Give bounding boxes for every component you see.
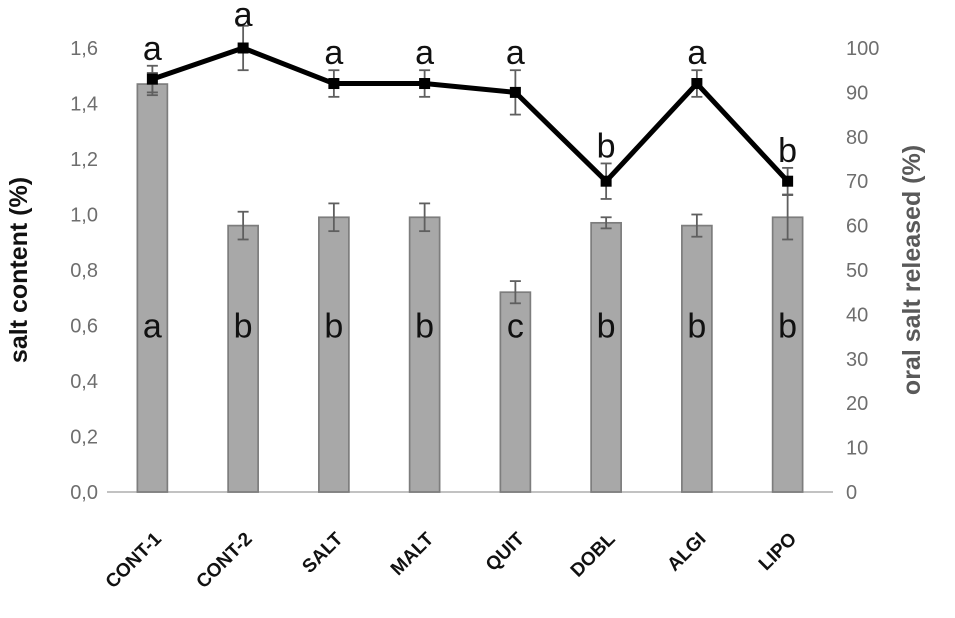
line-marker-quit [509,86,521,98]
point-letter-salt: a [324,34,343,72]
bar-dobl [590,221,622,493]
line-marker-malt [419,78,431,90]
bar-cont-1 [136,83,169,493]
line-marker-cont-1 [146,73,158,85]
line-marker-salt [328,78,340,90]
bar-letter-cont-1: a [143,308,162,346]
bar-letter-algi: b [687,308,706,346]
left-axis-tick: 0,4 [70,371,98,393]
bar-lipo [771,216,804,493]
right-axis-tick: 20 [846,393,868,415]
line-marker-algi [691,78,703,90]
bar-algi [681,224,713,493]
right-axis-tick: 10 [846,438,868,460]
x-label-cont-2: CONT-2 [193,529,257,593]
bar-letter-malt: b [415,308,434,346]
bar-letter-quit: c [507,308,524,346]
point-letter-algi: a [687,34,706,72]
x-label-malt: MALT [387,528,438,579]
point-letter-lipo: b [778,132,797,170]
x-label-algi: ALGI [663,529,710,576]
right-axis-tick: 100 [846,38,879,60]
bar-malt [408,216,441,493]
right-axis-tick: 40 [846,304,868,326]
bar-cont-2 [227,224,259,493]
bar-letter-lipo: b [778,308,797,346]
point-letter-quit: a [506,34,525,72]
right-axis-tick: 70 [846,171,868,193]
point-letter-dobl: b [597,127,616,165]
line-marker-dobl [600,175,612,187]
left-axis-tick: 0,2 [70,427,98,449]
right-axis-tick: 60 [846,216,868,238]
point-letter-cont-1: a [143,30,162,68]
bar-salt [318,216,350,493]
right-axis-tick: 90 [846,82,868,104]
line-marker-lipo [782,175,794,187]
bar-letter-salt: b [324,308,343,346]
point-letter-malt: a [415,34,434,72]
x-label-quit: QUIT [482,528,529,575]
x-label-cont-1: CONT-1 [102,528,166,592]
right-axis-tick: 80 [846,127,868,149]
right-axis-tick: 0 [846,482,857,504]
left-axis-tick: 1,2 [70,149,98,171]
right-axis-tick: 30 [846,349,868,371]
bar-letter-cont-2: b [234,308,253,346]
x-label-lipo: LIPO [755,529,801,575]
x-label-salt: SALT [298,528,347,577]
right-axis-tick: 50 [846,260,868,282]
bar-letter-dobl: b [597,308,616,346]
point-letter-cont-2: a [234,0,253,34]
bar-quit [499,291,532,493]
x-label-dobl: DOBL [567,528,620,581]
left-axis-tick: 1,4 [70,94,98,116]
left-axis-tick: 0,0 [70,482,98,504]
left-axis-tick: 1,6 [70,38,98,60]
line-marker-cont-2 [237,42,249,54]
line-series [149,45,791,184]
right-axis-title: oral salt released (%) [898,145,926,395]
left-axis-title: salt content (%) [5,177,33,363]
left-axis-tick: 0,6 [70,316,98,338]
left-axis-tick: 0,8 [70,260,98,282]
left-axis-tick: 1,0 [70,205,98,227]
